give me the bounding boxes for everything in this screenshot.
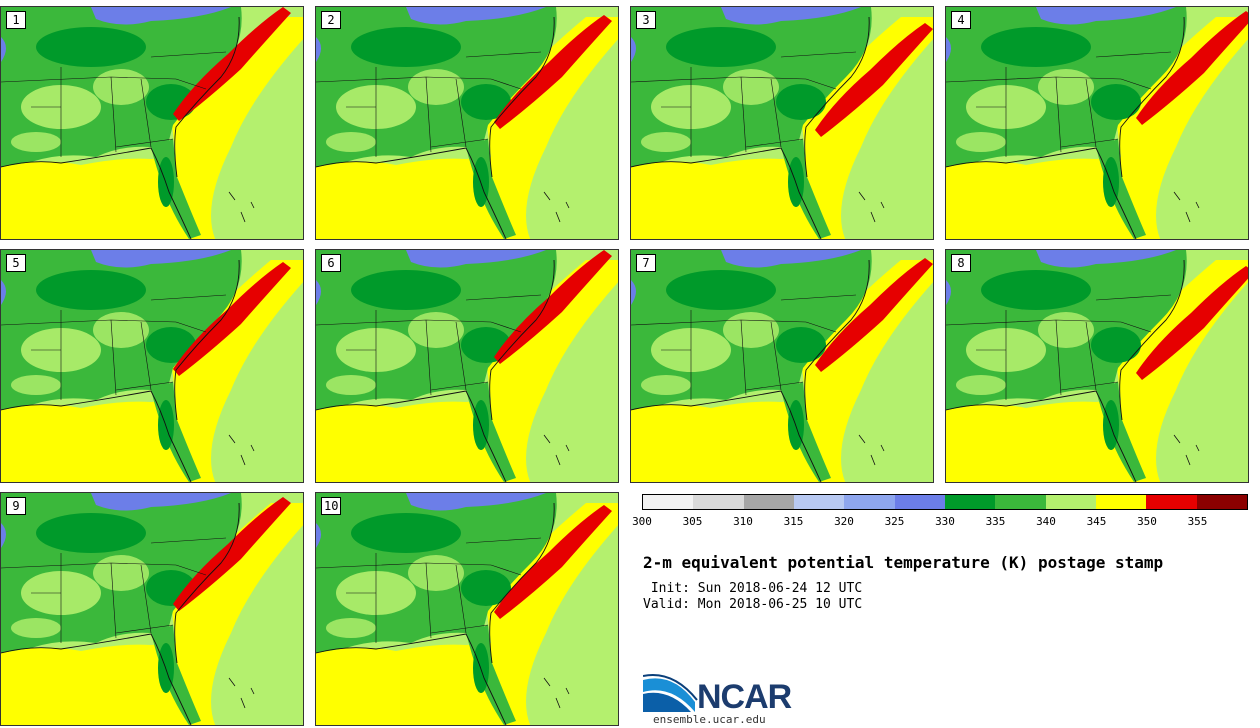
colorbar-tick-label: 330 (935, 515, 955, 528)
equivalent-potential-temperature-map (631, 250, 933, 482)
colorbar-segment (995, 495, 1046, 509)
colorbar-segment (743, 495, 794, 509)
member-number-label: 7 (636, 254, 656, 272)
colorbar-tick-label: 340 (1036, 515, 1056, 528)
equivalent-potential-temperature-map (1, 250, 303, 482)
colorbar-tick-label: 325 (884, 515, 905, 528)
colorbar-segment (643, 495, 694, 509)
member-number-label: 8 (951, 254, 971, 272)
colorbar (642, 494, 1248, 510)
member-number-label: 4 (951, 11, 971, 29)
member-panel: 1 (0, 6, 304, 240)
member-panel: 5 (0, 249, 304, 483)
colorbar-tick-label: 310 (733, 515, 753, 528)
colorbar-segment (944, 495, 996, 509)
colorbar-tick-label: 335 (985, 515, 1006, 528)
member-number-label: 10 (321, 497, 342, 515)
member-panel: 3 (630, 6, 934, 240)
colorbar-tick-label: 350 (1137, 515, 1157, 528)
colorbar-segment (1095, 495, 1147, 509)
member-number-label: 1 (6, 11, 26, 29)
member-number-label: 6 (321, 254, 341, 272)
colorbar-segment (894, 495, 945, 509)
colorbar-ticks: 300 305 310 315 320 325 330 335 340 345 350 355 (632, 515, 1248, 529)
equivalent-potential-temperature-map (631, 7, 933, 239)
ncar-logo-icon (643, 674, 698, 712)
colorbar-segment (844, 495, 895, 509)
member-number-label: 3 (636, 11, 656, 29)
member-panel: 10 (315, 492, 619, 726)
equivalent-potential-temperature-map (946, 250, 1248, 482)
member-panel: 4 (945, 6, 1249, 240)
equivalent-potential-temperature-map (1, 493, 303, 725)
member-panel: 9 (0, 492, 304, 726)
colorbar-tick-label: 300 (632, 515, 652, 528)
colorbar-tick-label: 315 (783, 515, 804, 528)
site-url: ensemble.ucar.edu (653, 713, 766, 726)
colorbar-segment (793, 495, 845, 509)
colorbar-tick-label: 320 (834, 515, 854, 528)
valid-time: Valid: Mon 2018-06-25 10 UTC (643, 597, 863, 612)
member-panel: 8 (945, 249, 1249, 483)
colorbar-tick-label: 355 (1187, 515, 1208, 528)
colorbar-segment (1045, 495, 1096, 509)
member-number-label: 5 (6, 254, 26, 272)
init-time: Init: Sun 2018-06-24 12 UTC (643, 581, 863, 596)
colorbar-segment (693, 495, 744, 509)
colorbar-tick-label: 345 (1086, 515, 1107, 528)
equivalent-potential-temperature-map (946, 7, 1248, 239)
colorbar-tick-label: 305 (682, 515, 703, 528)
ncar-logo-text: NCAR (697, 678, 792, 716)
equivalent-potential-temperature-map (1, 7, 303, 239)
equivalent-potential-temperature-map (316, 250, 618, 482)
colorbar-segment (1146, 495, 1197, 509)
colorbar-segment (1196, 495, 1247, 509)
member-panel: 2 (315, 6, 619, 240)
figure-title: 2-m equivalent potential temperature (K)… (643, 553, 1164, 572)
member-number-label: 2 (321, 11, 341, 29)
equivalent-potential-temperature-map (316, 7, 618, 239)
member-number-label: 9 (6, 497, 26, 515)
equivalent-potential-temperature-map (316, 493, 618, 725)
member-panel: 6 (315, 249, 619, 483)
member-panel: 7 (630, 249, 934, 483)
